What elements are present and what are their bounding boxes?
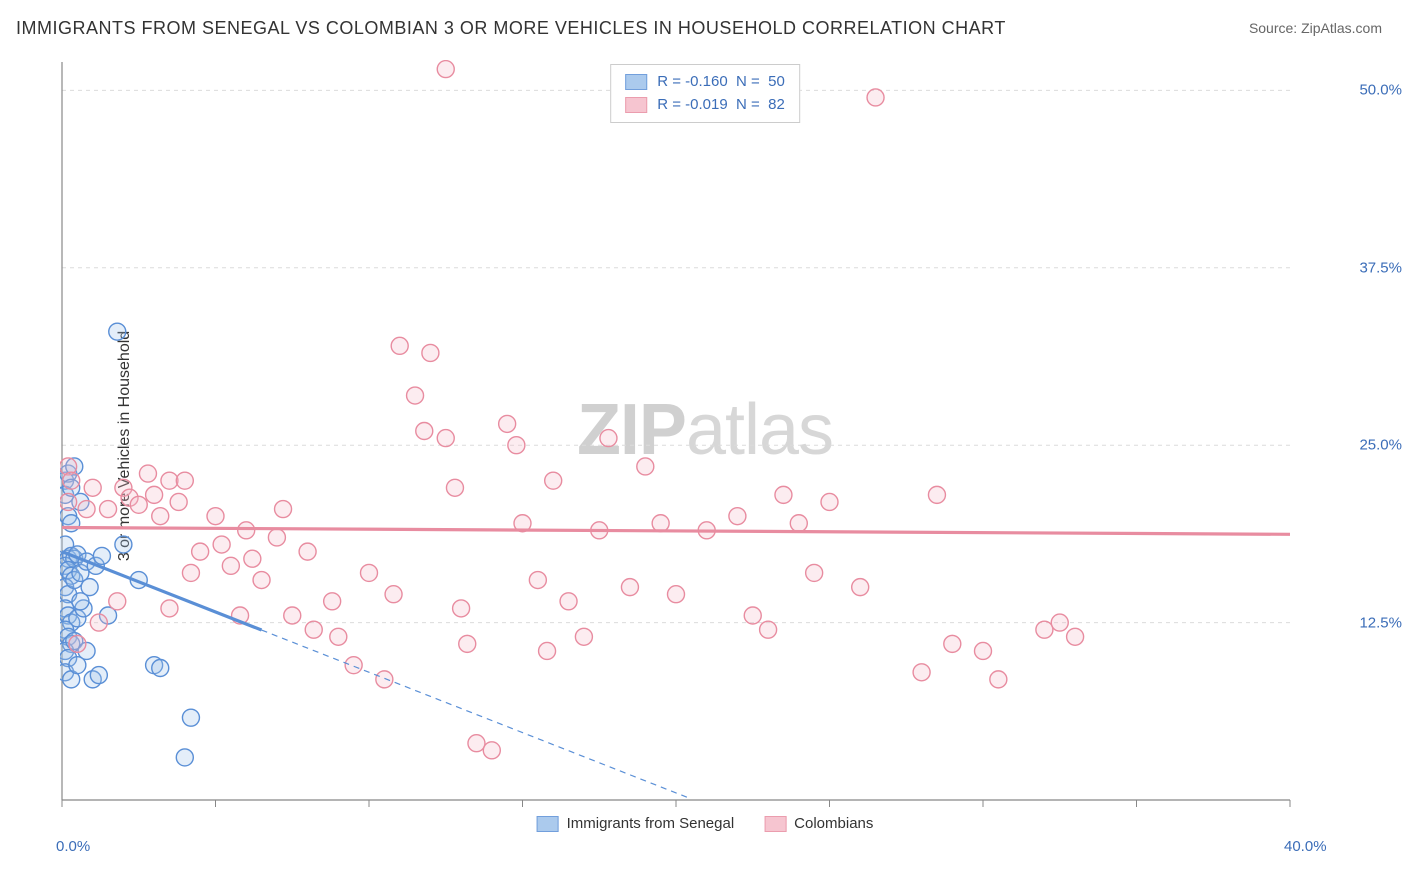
correlation-legend: R = -0.160 N = 50 R = -0.019 N = 82 <box>610 64 800 123</box>
legend-row-colombians: R = -0.019 N = 82 <box>625 94 785 117</box>
y-tick-label: 12.5% <box>1359 614 1402 631</box>
source-link[interactable]: ZipAtlas.com <box>1301 20 1382 36</box>
legend-row-senegal: R = -0.160 N = 50 <box>625 71 785 94</box>
chart-title: IMMIGRANTS FROM SENEGAL VS COLOMBIAN 3 O… <box>16 18 1006 39</box>
y-tick-label: 37.5% <box>1359 259 1402 276</box>
y-tick-label: 25.0% <box>1359 437 1402 454</box>
swatch-colombians <box>625 97 647 113</box>
y-tick-label: 50.0% <box>1359 82 1402 99</box>
swatch-senegal-icon <box>537 816 559 832</box>
legend-item-colombians: Colombians <box>764 815 873 832</box>
chart-canvas <box>60 60 1350 830</box>
x-tick-label: 40.0% <box>1284 838 1327 855</box>
swatch-senegal <box>625 74 647 90</box>
legend-label: Colombians <box>794 815 873 832</box>
swatch-colombians-icon <box>764 816 786 832</box>
series-legend: Immigrants from Senegal Colombians <box>537 815 874 832</box>
scatter-plot: ZIPatlas R = -0.160 N = 50 R = -0.019 N … <box>60 60 1350 830</box>
x-tick-label: 0.0% <box>56 838 90 855</box>
legend-label: Immigrants from Senegal <box>567 815 735 832</box>
source-attribution: Source: ZipAtlas.com <box>1249 20 1382 36</box>
legend-item-senegal: Immigrants from Senegal <box>537 815 735 832</box>
